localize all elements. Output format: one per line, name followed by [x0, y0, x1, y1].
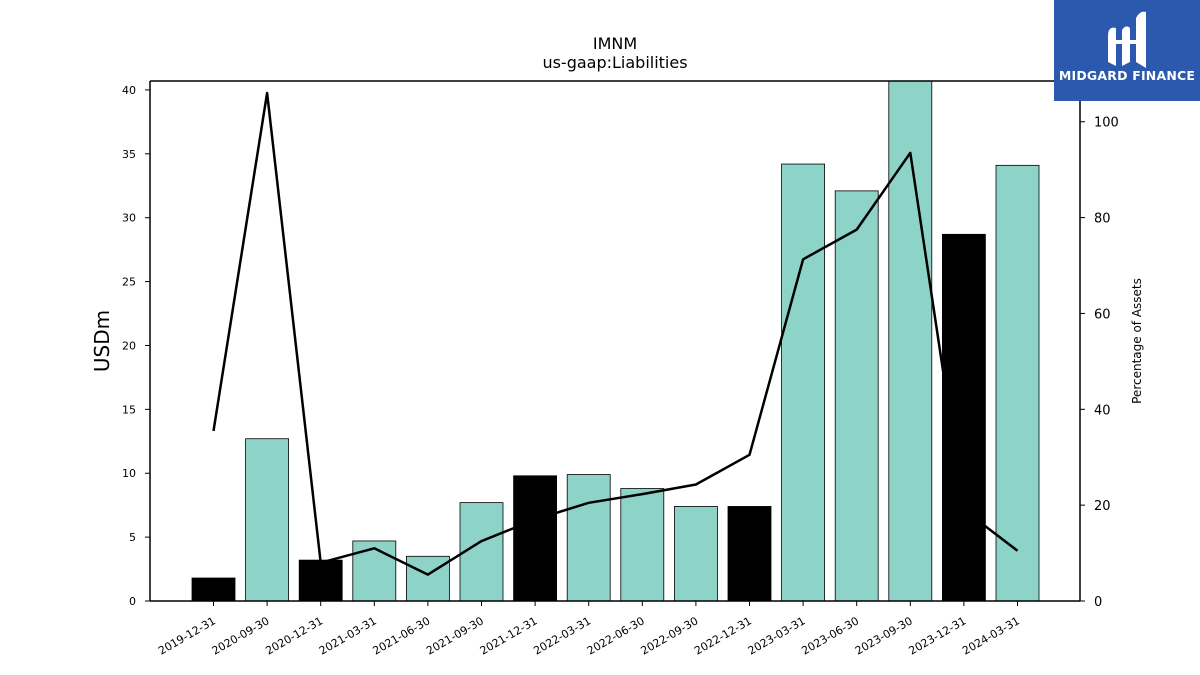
x-tick-label: 2022-12-31 [692, 614, 754, 657]
bar [405, 555, 450, 602]
brand-logo: MIDGARD FINANCE [1054, 0, 1200, 101]
y2-tick-label: 60 [1094, 307, 1111, 322]
bar [245, 438, 290, 602]
x-tick-label: 2021-12-31 [478, 614, 540, 657]
chart-title: IMNM [593, 34, 637, 53]
bar [298, 559, 343, 602]
bar [566, 474, 611, 602]
y2-tick-label: 100 [1094, 116, 1119, 131]
x-tick-label: 2021-06-30 [371, 614, 433, 657]
y-tick-label: 25 [122, 276, 136, 289]
x-tick-label: 2019-12-31 [156, 614, 218, 657]
y-tick-label: 20 [122, 339, 136, 352]
y-tick-label: 5 [129, 531, 136, 544]
bar [888, 80, 933, 602]
x-tick-label: 2022-06-30 [585, 614, 647, 657]
bar-group [191, 80, 1040, 602]
x-tick-label: 2020-12-31 [263, 614, 325, 657]
y2-tick-label: 0 [1094, 595, 1102, 610]
y2-tick-label: 40 [1094, 403, 1111, 418]
y-tick-label: 30 [122, 212, 136, 225]
chart-subtitle: us-gaap:Liabilities [542, 53, 687, 72]
y-axis-label: USDm [90, 310, 114, 372]
bar [352, 540, 397, 602]
x-tick-label: 2022-09-30 [639, 614, 701, 657]
x-tick-label: 2024-03-31 [960, 614, 1022, 657]
percentage-line-group [212, 91, 1019, 576]
bar [834, 190, 879, 602]
x-tick-label: 2021-03-31 [317, 614, 379, 657]
x-tick-label: 2023-12-31 [907, 614, 969, 657]
midgard-finance-logo-icon [1108, 11, 1146, 69]
x-tick-label: 2023-09-30 [853, 614, 915, 657]
y-tick-label: 0 [129, 595, 136, 608]
x-tick-label: 2023-06-30 [799, 614, 861, 657]
bar [513, 475, 557, 602]
y-tick-label: 40 [122, 84, 136, 97]
brand-name: MIDGARD FINANCE [1058, 68, 1196, 83]
x-tick-label: 2023-03-31 [746, 614, 808, 657]
y-tick-label: 15 [122, 403, 136, 416]
y2-axis-label: Percentage of Assets [1130, 278, 1144, 404]
bar [995, 164, 1040, 602]
bar [620, 488, 665, 602]
y-tick-label: 35 [122, 148, 136, 161]
y-tick-label: 10 [122, 467, 136, 480]
percentage-line [212, 91, 1019, 576]
y2-tick-label: 20 [1094, 499, 1111, 514]
bar [781, 163, 825, 602]
bar [674, 506, 718, 602]
bar [727, 506, 772, 602]
y2-tick-label: 80 [1094, 212, 1111, 227]
x-tick-label: 2022-03-31 [531, 614, 593, 657]
x-tick-label: 2020-09-30 [210, 614, 272, 657]
bar [191, 577, 236, 602]
x-tick-label: 2021-09-30 [424, 614, 486, 657]
